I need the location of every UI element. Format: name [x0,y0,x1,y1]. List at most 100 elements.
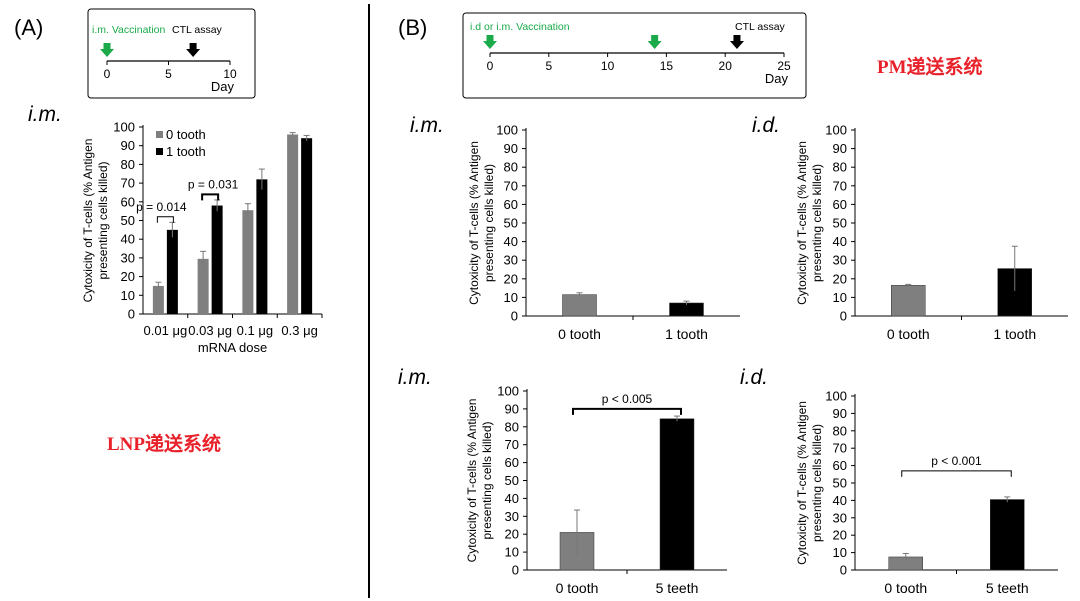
y-tick-label: 0 [511,309,518,324]
y-tick-label: 100 [825,123,847,138]
x-tick-label: 5 teeth [986,580,1029,596]
y-axis-label-line: Cytoxicity of T-cells (% Antigen [795,401,809,565]
y-tick-label: 60 [504,197,518,212]
panel-label-b: (B) [398,15,427,40]
assay-arrow-icon [729,35,744,49]
y-tick-label: 60 [505,455,519,470]
y-axis-label: Cytoxicity of T-cells (% Antigenpresenti… [795,401,824,565]
vaccination-label: i.m. Vaccination [92,24,165,36]
y-tick-label: 10 [833,290,847,305]
y-tick-label: 40 [121,232,135,247]
significance-bracket [201,193,220,201]
y-tick-label: 100 [113,120,135,135]
significance-label: p = 0.031 [188,177,239,191]
y-tick-label: 100 [497,384,519,399]
y-axis-label-line: Cytoxicity of T-cells (% Antigen [795,141,809,305]
x-tick-label: 0 tooth [558,326,601,342]
y-tick-label: 70 [504,178,518,193]
bar-grey [287,134,299,314]
y-tick-label: 50 [833,476,847,491]
y-tick-label: 80 [505,419,519,434]
bar-black [256,179,268,314]
timeline-tick-label: 25 [777,59,791,73]
y-tick-label: 20 [505,527,519,542]
significance-label: p < 0.005 [602,392,653,406]
y-axis-label-line: presenting cells killed) [96,161,110,279]
y-axis-label: Cytoxicity of T-cells (% Antigenpresenti… [81,139,110,303]
y-axis-label: Cytoxicity of T-cells (% Antigenpresenti… [465,399,494,563]
panel-label-a: (A) [14,15,43,40]
delivery-system-lnp: LNP递送系统 [107,432,221,455]
legend-swatch [156,148,163,155]
y-axis-label-line: Cytoxicity of T-cells (% Antigen [467,141,481,305]
y-axis-label-line: presenting cells killed) [482,164,496,282]
delivery-system-pm: PM递送系统 [877,55,983,78]
x-tick-label: 1 tooth [665,326,708,342]
bar-black [301,138,313,314]
timeline-tick-label: 10 [223,67,237,81]
legend-label: 1 tooth [166,144,206,159]
y-tick-label: 60 [121,194,135,209]
legend-swatch [156,131,163,138]
y-tick-label: 30 [121,250,135,265]
x-tick-label: 0 tooth [884,580,927,596]
y-axis-label: Cytoxicity of T-cells (% Antigenpresenti… [467,141,496,305]
x-tick-label: 0.01 μg [144,323,188,338]
y-tick-label: 30 [833,510,847,525]
y-tick-label: 80 [504,160,518,175]
bar-black [211,205,223,314]
y-tick-label: 40 [504,234,518,249]
route-label-a: i.m. [28,103,62,126]
x-tick-label: 5 teeth [656,580,699,596]
y-axis-label-line: Cytoxicity of T-cells (% Antigen [81,139,95,303]
y-tick-label: 80 [833,160,847,175]
significance-label: p < 0.001 [931,454,982,468]
y-tick-label: 80 [121,157,135,172]
timeline-box [462,12,807,99]
y-tick-label: 60 [833,458,847,473]
y-tick-label: 50 [121,213,135,228]
y-tick-label: 0 [128,307,135,322]
assay-label: CTL assay [172,24,223,36]
timeline-axis-label: Day [211,79,235,94]
y-tick-label: 70 [833,441,847,456]
vaccination-label: i.d or i.m. Vaccination [470,21,570,33]
y-tick-label: 20 [504,271,518,286]
y-tick-label: 70 [121,176,135,191]
y-tick-label: 90 [505,401,519,416]
y-tick-label: 40 [505,491,519,506]
timeline-tick-label: 5 [545,59,552,73]
x-tick-label: 0 tooth [887,326,930,342]
route-label: i.m. [398,366,432,389]
bar-black [659,418,695,571]
bar-black [166,229,178,314]
y-tick-label: 70 [833,178,847,193]
timeline-tick-label: 0 [487,59,494,73]
y-tick-label: 50 [504,216,518,231]
vaccination-arrow-icon [483,35,497,49]
route-label: i.m. [410,114,444,137]
y-tick-label: 100 [825,389,847,404]
bar-black [990,499,1025,571]
y-tick-label: 30 [833,253,847,268]
x-tick-label: 0.3 μg [281,323,317,338]
y-tick-label: 10 [121,288,135,303]
y-tick-label: 90 [833,406,847,421]
x-axis-label: mRNA dose [198,340,267,355]
y-tick-label: 30 [505,509,519,524]
legend-label: 0 tooth [166,127,206,142]
x-tick-label: 1 tooth [993,326,1036,342]
y-tick-label: 10 [504,290,518,305]
y-tick-label: 70 [505,437,519,452]
x-tick-label: 0.03 μg [188,323,232,338]
bar-grey [197,258,209,314]
y-tick-label: 40 [833,234,847,249]
timeline-tick-label: 0 [104,67,111,81]
